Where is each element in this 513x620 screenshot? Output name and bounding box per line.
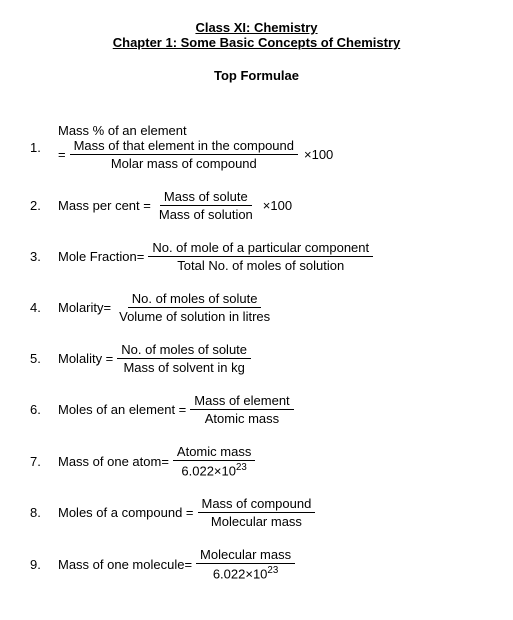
page-header: Class XI: Chemistry Chapter 1: Some Basi…	[30, 20, 483, 50]
fraction-denominator: Molar mass of compound	[107, 155, 261, 171]
fraction-denominator: Volume of solution in litres	[115, 308, 274, 324]
formula-lhs: Moles of a compound =	[58, 505, 194, 520]
formula-number: 4.	[30, 300, 58, 315]
fraction-numerator: Mass of compound	[198, 496, 316, 513]
fraction-numerator: Molecular mass	[196, 547, 295, 564]
formula-number: 3.	[30, 249, 58, 264]
formula-body: Mass of one molecule= Molecular mass 6.0…	[58, 547, 483, 581]
formula-number: 7.	[30, 454, 58, 469]
formula-lhs: Molality =	[58, 351, 113, 366]
formula-number: 9.	[30, 557, 58, 572]
fraction-denominator: Mass of solvent in kg	[119, 359, 248, 375]
fraction-denominator: Molecular mass	[207, 513, 306, 529]
formula-lhs: Mass of one atom=	[58, 454, 169, 469]
fraction-numerator: Mass of solute	[160, 189, 252, 206]
formula-fraction: Mass of solute Mass of solution	[155, 189, 257, 222]
formula-fraction: Mass of that element in the compound Mol…	[70, 138, 298, 171]
fraction-denominator: Mass of solution	[155, 206, 257, 222]
formula-lhs: Moles of an element =	[58, 402, 186, 417]
formula-number: 6.	[30, 402, 58, 417]
formula-row: 8. Moles of a compound = Mass of compoun…	[30, 496, 483, 529]
header-line-2: Chapter 1: Some Basic Concepts of Chemis…	[113, 35, 401, 50]
fraction-numerator: Mass of element	[190, 393, 293, 410]
formula-lhs: Mole Fraction=	[58, 249, 144, 264]
subtitle: Top Formulae	[30, 68, 483, 83]
formula-fraction: Molecular mass 6.022×1023	[196, 547, 295, 581]
formula-row: 9. Mass of one molecule= Molecular mass …	[30, 547, 483, 581]
formula-fraction: No. of moles of solute Volume of solutio…	[115, 291, 274, 324]
formula-body: Mass of one atom= Atomic mass 6.022×1023	[58, 444, 483, 478]
formula-fraction: No. of moles of solute Mass of solvent i…	[117, 342, 251, 375]
formula-body: Moles of a compound = Mass of compound M…	[58, 496, 483, 529]
formula-lhs-line1: Mass % of an element	[58, 123, 333, 138]
formula-lhs: Mass per cent =	[58, 198, 151, 213]
formula-number: 1.	[30, 140, 58, 155]
fraction-numerator: No. of mole of a particular component	[148, 240, 373, 257]
fraction-denominator: Atomic mass	[201, 410, 283, 426]
fraction-numerator: Mass of that element in the compound	[70, 138, 298, 155]
formula-fraction: Mass of element Atomic mass	[190, 393, 293, 426]
formula-body: Mole Fraction= No. of mole of a particul…	[58, 240, 483, 273]
formula-row: 7. Mass of one atom= Atomic mass 6.022×1…	[30, 444, 483, 478]
formula-row: 2. Mass per cent = Mass of solute Mass o…	[30, 189, 483, 222]
formula-tail: ×100	[304, 147, 333, 162]
formula-body: Molarity= No. of moles of solute Volume …	[58, 291, 483, 324]
formula-row: 3. Mole Fraction= No. of mole of a parti…	[30, 240, 483, 273]
formula-row: 6. Moles of an element = Mass of element…	[30, 393, 483, 426]
formula-body: Mass per cent = Mass of solute Mass of s…	[58, 189, 483, 222]
header-line-1: Class XI: Chemistry	[195, 20, 317, 35]
formula-lhs-line2: =	[58, 147, 66, 162]
fraction-numerator: Atomic mass	[173, 444, 255, 461]
formula-body: Moles of an element = Mass of element At…	[58, 393, 483, 426]
formula-tail: ×100	[263, 198, 292, 213]
formula-number: 5.	[30, 351, 58, 366]
formula-number: 8.	[30, 505, 58, 520]
formula-lhs: Mass of one molecule=	[58, 557, 192, 572]
fraction-numerator: No. of moles of solute	[117, 342, 251, 359]
formula-row: 5. Molality = No. of moles of solute Mas…	[30, 342, 483, 375]
formula-body: Mass % of an element = Mass of that elem…	[58, 123, 483, 171]
fraction-numerator: No. of moles of solute	[128, 291, 262, 308]
formula-row: 1. Mass % of an element = Mass of that e…	[30, 123, 483, 171]
formula-number: 2.	[30, 198, 58, 213]
formula-row: 4. Molarity= No. of moles of solute Volu…	[30, 291, 483, 324]
fraction-denominator: 6.022×1023	[209, 564, 282, 581]
formula-fraction: Mass of compound Molecular mass	[198, 496, 316, 529]
formula-fraction: Atomic mass 6.022×1023	[173, 444, 255, 478]
formula-lhs-stack: Mass % of an element = Mass of that elem…	[58, 123, 333, 171]
fraction-denominator: 6.022×1023	[177, 461, 250, 478]
fraction-denominator: Total No. of moles of solution	[173, 257, 348, 273]
formula-body: Molality = No. of moles of solute Mass o…	[58, 342, 483, 375]
formula-fraction: No. of mole of a particular component To…	[148, 240, 373, 273]
formula-lhs: Molarity=	[58, 300, 111, 315]
